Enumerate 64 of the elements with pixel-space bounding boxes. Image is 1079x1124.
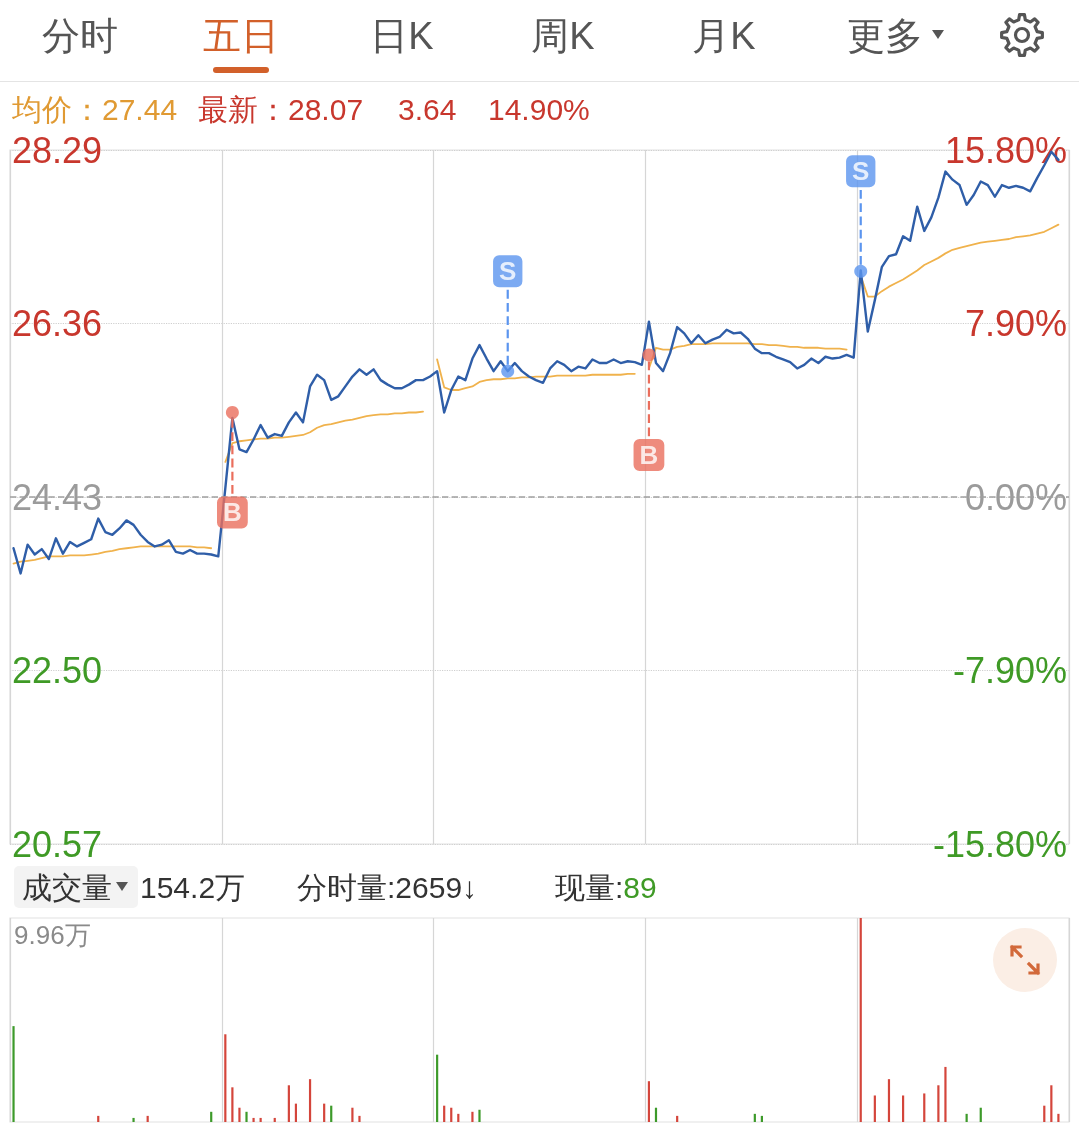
- data-label: S: [499, 256, 517, 287]
- bar: [231, 1087, 234, 1122]
- text: 更多: [847, 15, 923, 57]
- annotation: 9.96万: [14, 920, 91, 950]
- text: 周K: [531, 15, 595, 57]
- bar: [873, 1095, 876, 1122]
- bar: [944, 1066, 947, 1122]
- bar: [323, 1103, 326, 1122]
- bar: [760, 1115, 763, 1122]
- chart-title: 成交量: [22, 871, 112, 904]
- bar: [132, 1117, 135, 1122]
- bar: [238, 1107, 241, 1122]
- text: 分时: [42, 15, 118, 57]
- bar: [12, 1026, 15, 1122]
- bar: [937, 1085, 940, 1122]
- bar: [224, 1034, 227, 1122]
- point: [642, 348, 656, 362]
- text: 3.64: [398, 93, 457, 126]
- bar: [647, 1081, 651, 1122]
- text: 现量:89: [555, 871, 657, 904]
- bar: [436, 1054, 439, 1122]
- y-tick-label: 22.50: [12, 650, 103, 691]
- bar: [287, 1085, 290, 1122]
- text: 均价：27.44: [12, 93, 178, 126]
- y2-tick-label: -15.80%: [932, 823, 1067, 865]
- point: [225, 406, 239, 419]
- bar: [97, 1115, 100, 1122]
- bar: [146, 1115, 149, 1122]
- bar: [1057, 1113, 1060, 1122]
- y-tick-label: 28.29: [12, 129, 103, 171]
- bar: [450, 1107, 453, 1122]
- text: 154.2万: [140, 871, 246, 904]
- text: 分时量:2659↓: [297, 871, 478, 904]
- text: 最新：28.07: [198, 93, 364, 126]
- data-label: B: [639, 439, 659, 470]
- point: [501, 364, 515, 378]
- bar: [210, 1111, 213, 1122]
- y2-tick-label: -7.90%: [952, 650, 1067, 691]
- bar: [676, 1115, 679, 1122]
- y-tick-label: 26.36: [12, 303, 103, 344]
- bar: [478, 1109, 481, 1122]
- bar: [308, 1079, 312, 1122]
- bar: [1050, 1085, 1053, 1122]
- bar: [471, 1111, 474, 1122]
- bar: [887, 1079, 891, 1122]
- bar: [923, 1093, 926, 1122]
- bar: [654, 1107, 658, 1122]
- bar: [351, 1107, 354, 1122]
- text: 五日: [203, 15, 279, 57]
- text: 月K: [692, 15, 756, 57]
- bar: [245, 1111, 248, 1122]
- y2-tick-label: 15.80%: [944, 129, 1067, 171]
- bar: [252, 1117, 255, 1122]
- bar: [358, 1115, 361, 1122]
- text: 日K: [370, 15, 434, 57]
- y-tick-label: 20.57: [12, 823, 103, 865]
- data-label: S: [852, 156, 870, 187]
- bar: [901, 1095, 905, 1122]
- point: [854, 264, 868, 278]
- bar: [294, 1103, 298, 1122]
- data-label: B: [223, 497, 242, 528]
- bar: [979, 1107, 982, 1122]
- y2-tick-label: 7.90%: [964, 303, 1067, 344]
- text: 14.90%: [488, 93, 590, 126]
